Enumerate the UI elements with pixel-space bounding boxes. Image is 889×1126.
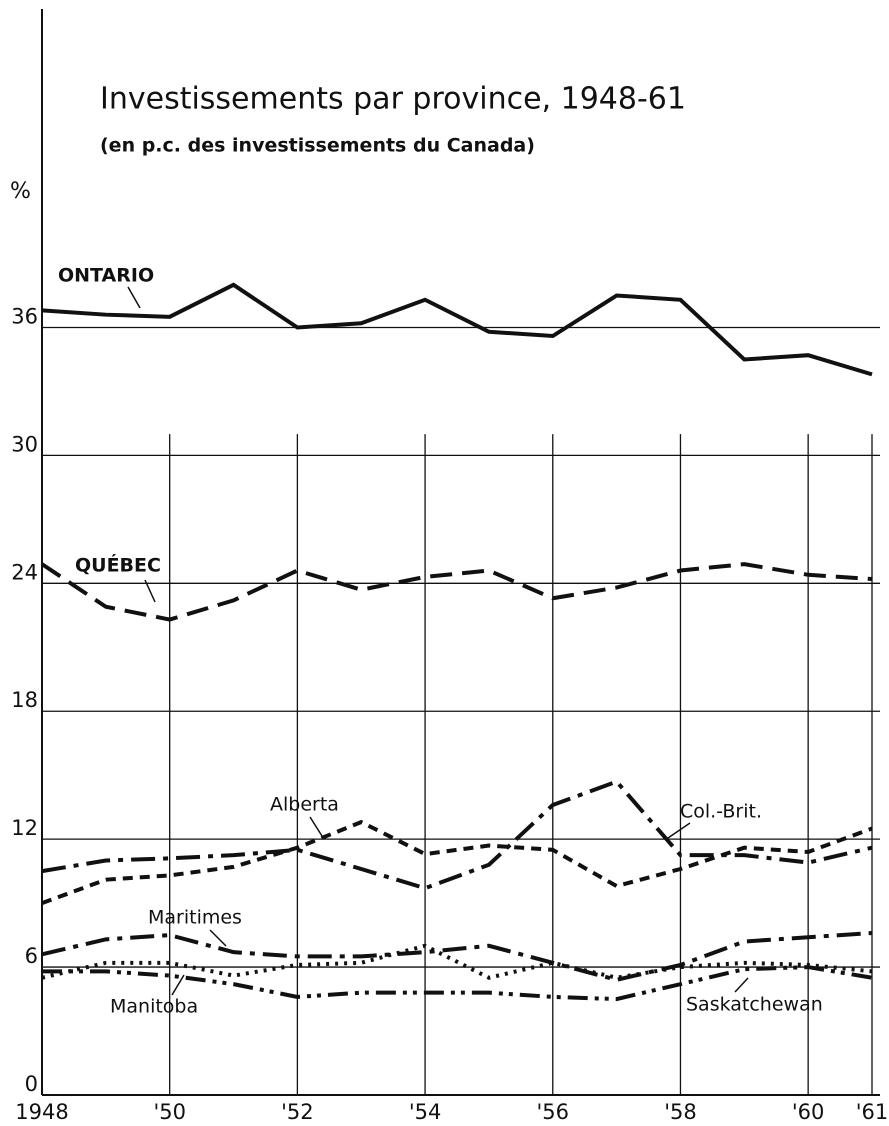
series-label: Saskatchewan (686, 994, 823, 1016)
y-tick-label: 36 (11, 304, 38, 328)
chart-subtitle: (en p.c. des investissements du Canada) (100, 135, 535, 157)
x-tick-label: 1948 (15, 1100, 68, 1124)
label-arrow (734, 977, 749, 993)
chart-title: Investissements par province, 1948-61 (100, 82, 686, 117)
label-arrow (667, 822, 691, 839)
label-arrow (171, 974, 185, 996)
series-label: QUÉBEC (75, 554, 161, 577)
series-label: Manitoba (110, 996, 198, 1018)
series-line (41, 282, 873, 377)
series-label: ONTARIO (58, 265, 154, 287)
y-tick-label: 30 (11, 432, 38, 456)
x-tick-label: '50 (153, 1100, 186, 1124)
label-arrow (209, 929, 227, 947)
y-tick-label: 24 (11, 560, 38, 584)
x-tick-label: '52 (281, 1100, 314, 1124)
series-line (40, 562, 873, 622)
series-label: Maritimes (148, 907, 242, 929)
series-line (41, 819, 873, 905)
y-tick-label: 18 (11, 688, 38, 712)
x-tick-label: '60 (792, 1100, 825, 1124)
series-label: Col.-Brit. (680, 801, 762, 823)
series-label: Alberta (270, 794, 339, 816)
x-tick-label: '56 (537, 1100, 570, 1124)
series-line (41, 779, 873, 891)
x-tick-label: '61 (856, 1100, 889, 1124)
x-tick-label: '58 (664, 1100, 697, 1124)
x-tick-label: '54 (409, 1100, 442, 1124)
y-tick-label: 6 (25, 944, 38, 968)
y-tick-label: 0 (25, 1072, 38, 1096)
y-tick-label: 12 (11, 816, 38, 840)
series-line (41, 930, 873, 982)
label-arrow (127, 286, 141, 309)
y-axis-label: % (10, 179, 31, 204)
label-arrow (309, 816, 323, 837)
series-line (41, 943, 873, 980)
label-arrow (144, 579, 156, 603)
